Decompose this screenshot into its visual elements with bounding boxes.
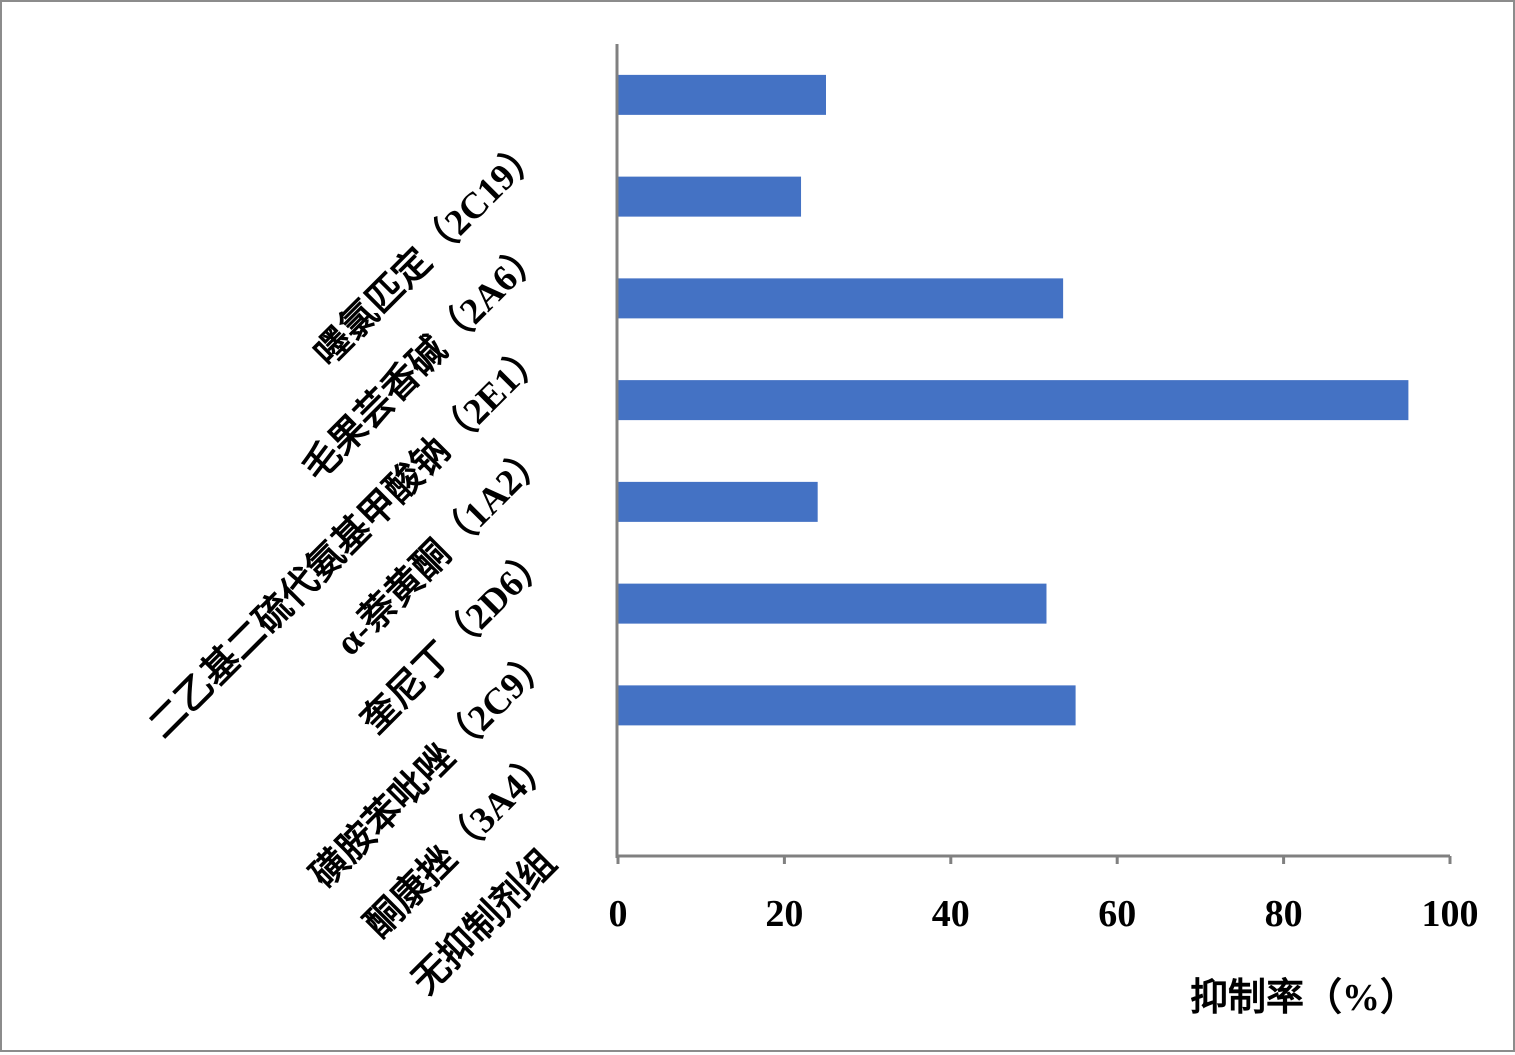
bar-2 xyxy=(618,176,802,217)
x-tick-label: 20 xyxy=(765,893,803,935)
bars-layer xyxy=(618,74,1409,726)
x-tick-label: 40 xyxy=(932,893,970,935)
category-label-7: 酮康挫（3A4） xyxy=(357,740,563,946)
axes-layer xyxy=(615,44,1452,864)
x-tick-label: 100 xyxy=(1422,893,1479,935)
bar-3 xyxy=(618,278,1064,319)
x-tick-label: 80 xyxy=(1265,893,1303,935)
x-tick-labels: 0 20 40 60 80 100 xyxy=(609,893,1479,935)
bar-5 xyxy=(618,481,818,522)
bar-4 xyxy=(618,380,1409,421)
x-tick-label: 60 xyxy=(1098,893,1136,935)
bar-1 xyxy=(618,74,826,115)
bar-7 xyxy=(618,685,1076,726)
category-label-5: 奎尼丁（2D6） xyxy=(353,537,559,743)
x-axis-title: 抑制率（%） xyxy=(1190,977,1418,1019)
bar-6 xyxy=(618,583,1047,624)
x-tick-label: 0 xyxy=(609,893,628,935)
category-labels: 嚜氯匹定（2C19）毛果芸香碱（2A6）二乙基二硫代氨基甲酸钠（2E1）α-萘黄… xyxy=(141,130,564,1003)
